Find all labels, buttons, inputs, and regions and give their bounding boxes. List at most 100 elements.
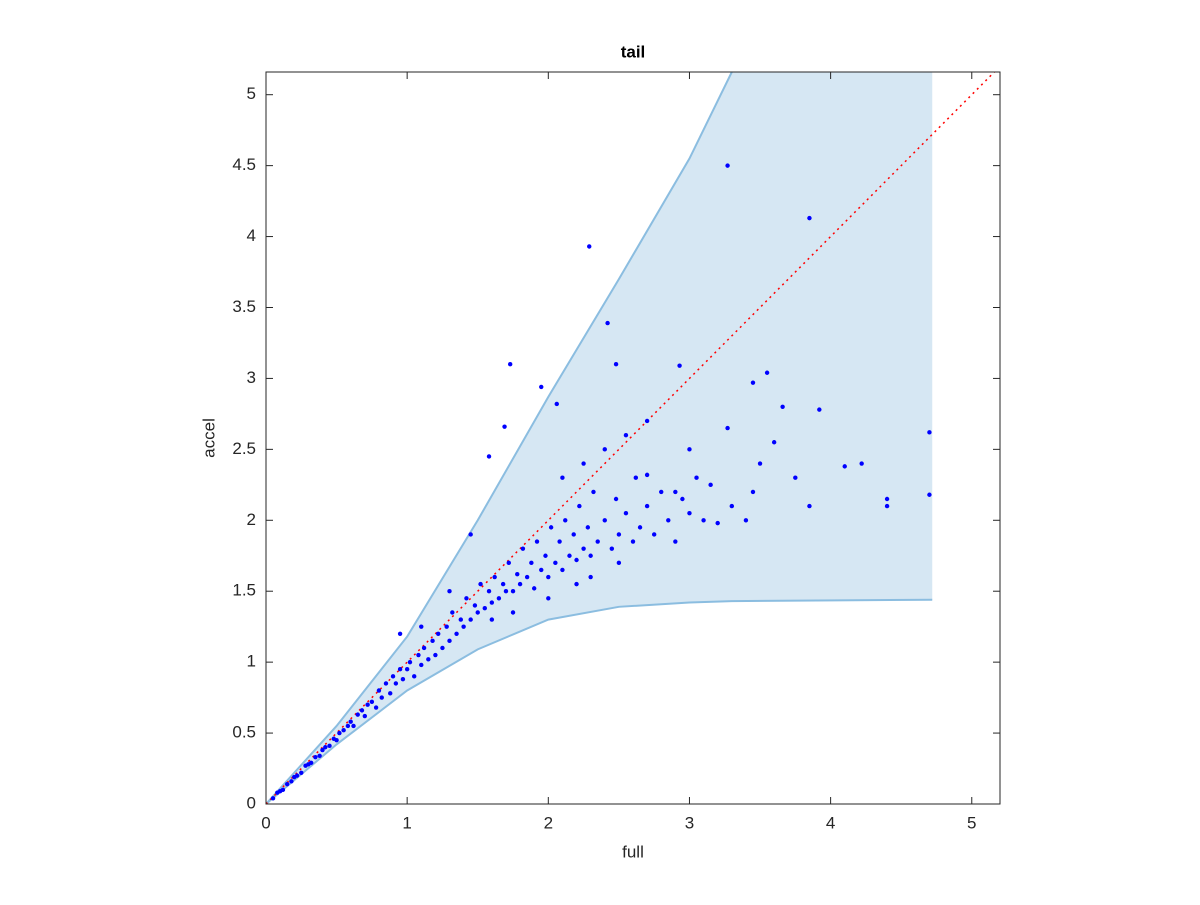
data-point [725, 163, 730, 168]
data-point [447, 638, 452, 644]
data-point [927, 492, 932, 497]
data-point [729, 503, 735, 509]
data-point [510, 589, 516, 594]
data-point [548, 525, 554, 530]
data-point [436, 631, 441, 636]
data-point [327, 743, 332, 749]
data-point [524, 574, 530, 580]
data-point [581, 546, 586, 551]
data-point [433, 652, 438, 658]
data-point [486, 454, 492, 459]
data-point [334, 737, 339, 743]
data-point [651, 532, 657, 537]
data-point [715, 520, 720, 526]
data-point [348, 719, 353, 724]
x-axis-label: full [622, 842, 644, 861]
data-point [320, 747, 325, 753]
data-point [294, 773, 300, 778]
data-point [407, 659, 413, 665]
data-point [355, 712, 360, 717]
data-point [577, 503, 582, 509]
data-point [421, 645, 427, 651]
data-point [369, 699, 375, 705]
y-tick-label: 2.5 [232, 439, 256, 458]
data-point [633, 475, 639, 480]
data-point [373, 705, 379, 710]
data-point [461, 624, 466, 629]
data-point [489, 617, 495, 622]
data-point [571, 532, 576, 537]
data-point [317, 753, 322, 758]
data-point [757, 461, 763, 466]
data-point [673, 539, 678, 544]
data-point [475, 610, 480, 615]
data-point [284, 781, 290, 787]
data-point [450, 610, 455, 615]
data-point [750, 489, 756, 495]
data-point [341, 728, 346, 733]
data-point [531, 586, 537, 591]
data-point [404, 667, 410, 672]
plot-area [266, 72, 996, 804]
data-point [554, 401, 559, 407]
data-point [412, 674, 417, 679]
data-point [859, 461, 864, 466]
x-tick-label: 5 [967, 813, 976, 832]
x-tick-label: 0 [261, 813, 270, 832]
data-point [388, 691, 393, 696]
data-point [750, 380, 756, 385]
data-point [313, 754, 318, 760]
data-point [492, 574, 497, 580]
data-point [644, 418, 650, 424]
y-tick-label: 1 [247, 652, 256, 671]
data-point [502, 424, 507, 429]
data-point [677, 363, 682, 368]
band-upper-edge [266, 72, 733, 804]
band-area [266, 72, 933, 804]
data-point [529, 560, 534, 566]
x-tick-label: 4 [826, 813, 835, 832]
data-point [687, 510, 692, 516]
data-point [725, 425, 730, 431]
y-tick-label: 0 [247, 793, 256, 812]
data-point [482, 606, 487, 611]
data-point [444, 624, 449, 629]
data-point [539, 384, 544, 390]
y-tick-label: 0.5 [232, 723, 256, 742]
data-point [397, 667, 403, 672]
data-point [454, 631, 459, 636]
data-point [644, 472, 650, 478]
data-point [560, 567, 565, 573]
data-point [807, 215, 812, 221]
chart-title: tail [621, 42, 646, 61]
data-point [458, 617, 463, 622]
data-point [591, 489, 596, 495]
data-point [557, 539, 562, 544]
data-point [587, 244, 592, 249]
data-point [588, 553, 593, 558]
data-point [680, 496, 685, 502]
data-point [365, 702, 370, 707]
y-tick-label: 1.5 [232, 581, 256, 600]
data-point [701, 518, 706, 523]
data-point [817, 407, 822, 412]
data-point [927, 430, 932, 435]
y-tick-label: 3.5 [232, 297, 256, 316]
data-point [468, 532, 473, 537]
data-point [489, 600, 495, 605]
data-point [517, 581, 523, 587]
axes-box [265, 71, 1001, 805]
y-axis-label: accel [199, 418, 218, 458]
data-point [644, 503, 650, 509]
data-point [623, 510, 629, 516]
data-point [506, 560, 511, 566]
data-point [553, 560, 558, 566]
data-point [708, 482, 713, 488]
data-point [743, 518, 749, 523]
data-point [520, 546, 526, 551]
data-point [560, 475, 565, 480]
y-tick-label: 5 [247, 84, 256, 103]
data-point [567, 553, 572, 558]
